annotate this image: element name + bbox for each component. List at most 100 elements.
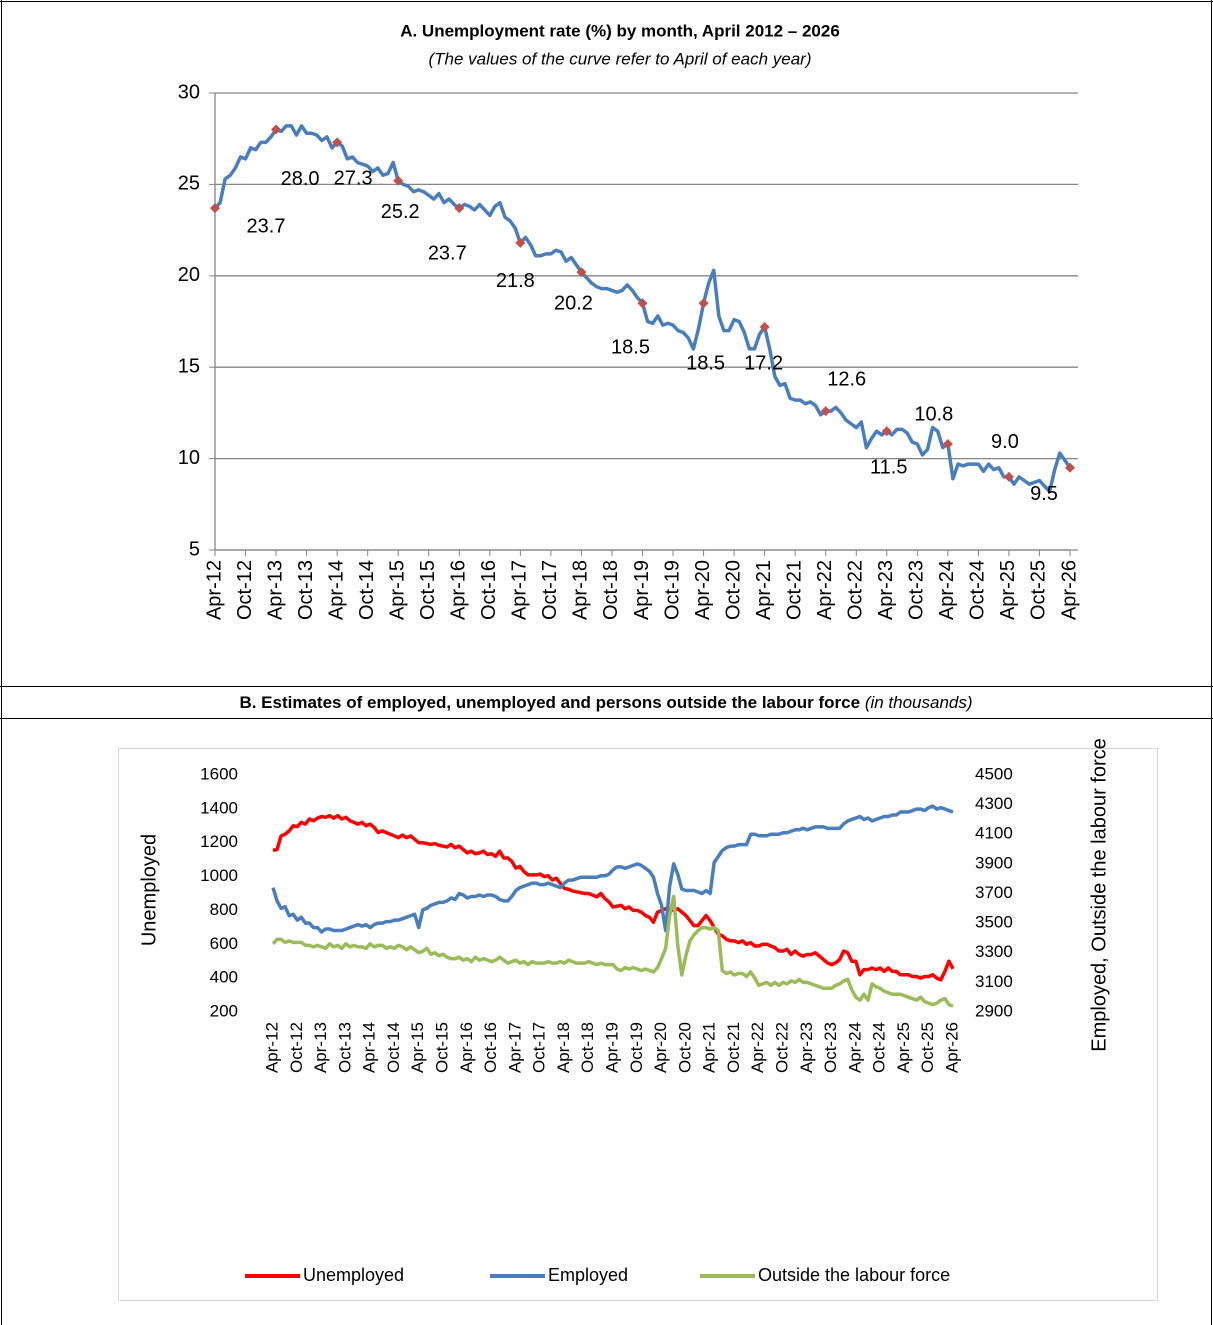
data-label: 18.5 [686,353,725,375]
data-label: 11.5 [870,456,907,478]
x-tick-label: Oct-22 [845,560,867,620]
y2-tick-label: 2900 [975,1001,1013,1020]
x-tick-label: Oct-19 [627,1022,646,1073]
y-tick-label: 15 [178,355,200,377]
y2-axis-title: Employed, Outside the labour force [1088,738,1110,1052]
x-tick-label: Apr-17 [509,560,531,620]
x-tick-label: Apr-23 [797,1022,816,1073]
data-label: 27.3 [334,168,373,190]
x-tick-label: Oct-21 [724,1022,743,1073]
y-tick-label: 5 [189,538,200,560]
chart-frame [118,748,1158,1301]
y2-tick-label: 4300 [975,794,1013,813]
marker [454,203,465,214]
marker [881,426,892,437]
x-tick-label: Oct-23 [906,560,928,620]
data-label: 17.2 [744,352,783,374]
marker [515,237,526,248]
marker [1003,471,1014,482]
x-tick-label: Oct-12 [287,1022,306,1073]
x-tick-label: Oct-13 [295,560,317,620]
x-tick-label: Apr-13 [311,1022,330,1073]
chart-subtitle: (The values of the curve refer to April … [429,49,812,68]
x-tick-label: Apr-23 [875,560,897,620]
y-tick-label: 800 [210,900,238,919]
legend-label: Employed [548,1265,628,1285]
legend-label: Outside the labour force [758,1265,950,1285]
data-label: 28.0 [281,168,320,190]
x-tick-label: Apr-17 [505,1022,524,1073]
x-tick-label: Oct-19 [661,560,683,620]
x-tick-label: Apr-21 [753,560,775,620]
title-text: B. Estimates of employed, unemployed and… [239,693,860,712]
x-tick-label: Apr-14 [360,1022,379,1073]
x-tick-label: Oct-16 [481,1022,500,1073]
marker [576,267,587,278]
y2-tick-label: 4500 [975,764,1013,783]
x-tick-label: Oct-18 [578,1022,597,1073]
marker [637,298,648,309]
x-tick-label: Apr-22 [814,560,836,620]
x-tick-label: Apr-20 [651,1022,670,1073]
chart-title: B. Estimates of employed, unemployed and… [239,693,972,712]
x-tick-label: Apr-16 [448,560,470,620]
x-tick-label: Apr-24 [936,560,958,620]
x-tick-label: Oct-14 [356,560,378,620]
marker [271,124,282,135]
x-tick-label: Oct-12 [234,560,256,620]
x-tick-label: Oct-21 [783,560,805,620]
x-tick-label: Apr-18 [570,560,592,620]
y-tick-label: 400 [210,968,238,987]
data-label: 10.8 [914,403,953,425]
data-label: 12.6 [827,368,866,390]
series-line [272,813,955,982]
x-tick-label: Oct-15 [417,560,439,620]
x-tick-label: Oct-17 [539,560,561,620]
data-label: 25.2 [381,201,420,223]
legend-label: Unemployed [303,1265,404,1285]
x-tick-label: Apr-16 [457,1022,476,1073]
marker [759,321,770,332]
series-line [271,894,954,1008]
data-label: 9.5 [1030,483,1058,505]
x-tick-label: Oct-18 [600,560,622,620]
y-tick-label: 30 [178,81,200,103]
y-tick-label: 20 [178,264,200,286]
data-label: 23.7 [247,215,286,237]
x-tick-label: Oct-16 [478,560,500,620]
y2-tick-label: 3500 [975,913,1013,932]
y-tick-label: 600 [210,934,238,953]
x-tick-label: Apr-12 [262,1022,281,1073]
x-tick-label: Apr-19 [602,1022,621,1073]
y2-tick-label: 3900 [975,853,1013,872]
marker [1065,462,1075,473]
marker [820,406,831,417]
x-tick-label: Apr-26 [942,1022,961,1073]
data-label: 9.0 [991,431,1019,453]
y-tick-label: 1200 [200,832,238,851]
x-tick-label: Oct-25 [1028,560,1050,620]
marker [210,203,220,214]
x-tick-label: Oct-15 [432,1022,451,1073]
marker [942,438,953,449]
x-tick-label: Apr-25 [894,1022,913,1073]
y2-tick-label: 3100 [975,972,1013,991]
data-label: 23.7 [428,242,467,264]
y2-tick-label: 3700 [975,883,1013,902]
x-tick-label: Apr-25 [997,560,1019,620]
x-tick-label: Oct-14 [384,1022,403,1073]
x-tick-label: Oct-24 [967,560,989,620]
y-tick-label: 1600 [200,764,238,783]
x-tick-label: Apr-15 [386,560,408,620]
data-label: 18.5 [611,337,650,359]
x-tick-label: Apr-15 [408,1022,427,1073]
x-tick-label: Oct-20 [722,560,744,620]
x-tick-label: Apr-13 [264,560,286,620]
x-tick-label: Oct-17 [530,1022,549,1073]
x-tick-label: Apr-18 [554,1022,573,1073]
x-tick-label: Apr-21 [700,1022,719,1073]
y-axis-title: Unemployed [138,834,160,946]
x-tick-label: Apr-24 [845,1022,864,1073]
title-note: (in thousands) [865,693,973,712]
